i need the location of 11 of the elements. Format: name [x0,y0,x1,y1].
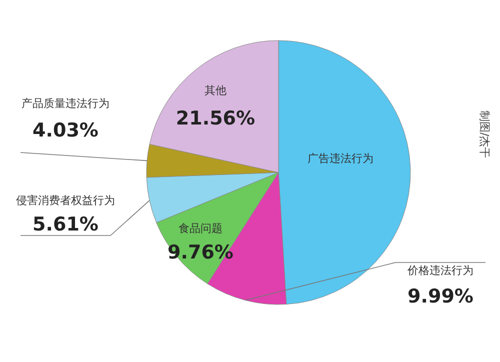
text: 制图/杰干 [478,110,491,158]
slice-label: 价格违法行为 [406,264,474,277]
data-label: 5.61% [32,214,98,236]
slice-label: 其他 [204,84,226,97]
slice-label: 产品质量违法行为 [22,97,110,110]
data-label: 21.56% [176,108,256,130]
data-label: 4.03% [32,120,98,142]
slice-label: 食品问题 [178,222,222,235]
slice-label: 侵害消费者权益行为 [16,194,115,207]
slice-label: 广告违法行为 [308,152,374,165]
data-label: 9.99% [408,286,474,308]
